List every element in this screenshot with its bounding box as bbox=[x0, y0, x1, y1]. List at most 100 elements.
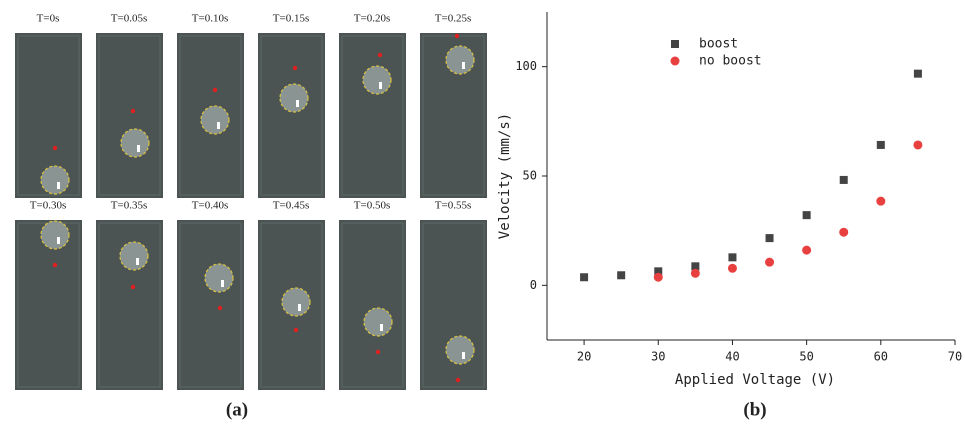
x-tick-label: 70 bbox=[948, 350, 962, 364]
droplet-glint bbox=[217, 122, 220, 129]
x-tick-label: 40 bbox=[725, 350, 739, 364]
point bbox=[691, 262, 700, 271]
point bbox=[802, 245, 812, 255]
point bbox=[653, 272, 663, 282]
frame-grid bbox=[260, 222, 323, 388]
point bbox=[617, 271, 626, 280]
frame-photo bbox=[339, 220, 406, 390]
droplet bbox=[119, 241, 149, 271]
droplet-glint bbox=[380, 324, 383, 331]
point bbox=[728, 253, 737, 262]
legend-marker bbox=[671, 40, 679, 48]
droplet bbox=[204, 263, 234, 293]
frame-grid bbox=[179, 35, 242, 196]
marker-dot bbox=[377, 52, 383, 58]
point bbox=[913, 140, 923, 150]
frame-grid bbox=[98, 35, 161, 196]
frame-label: T=0.35s bbox=[111, 200, 147, 212]
marker-dot bbox=[52, 262, 58, 268]
frame-grid bbox=[422, 222, 485, 388]
droplet-glint bbox=[462, 62, 465, 69]
frame-label: T=0.40s bbox=[192, 200, 228, 212]
point bbox=[839, 227, 849, 237]
frame-grid bbox=[98, 222, 161, 388]
droplet bbox=[120, 128, 150, 158]
frame-grid bbox=[260, 35, 323, 196]
point bbox=[654, 267, 663, 276]
panel-label: (b) bbox=[743, 399, 766, 420]
droplet-glint bbox=[462, 352, 465, 359]
y-axis-title: Velocity (mm/s) bbox=[497, 113, 513, 239]
photo-panel: T=0s T=0.05s T=0.10s T=0.15s T=0.20s T=0.25s T… bbox=[15, 13, 487, 390]
frame-photo bbox=[96, 33, 163, 198]
x-tick-label: 50 bbox=[799, 350, 813, 364]
marker-dot bbox=[293, 327, 299, 333]
y-tick-label: 0 bbox=[530, 278, 537, 292]
frame-label: T=0.25s bbox=[435, 13, 471, 25]
point bbox=[765, 234, 774, 243]
frame-photo bbox=[420, 220, 487, 390]
point bbox=[839, 175, 848, 184]
frame-label: T=0.30s bbox=[30, 200, 66, 212]
legend-label: boost bbox=[699, 37, 738, 52]
x-tick-label: 30 bbox=[651, 350, 665, 364]
droplet bbox=[279, 83, 309, 113]
droplet bbox=[445, 335, 475, 365]
frame-label: T=0.55s bbox=[435, 200, 471, 212]
droplet-glint bbox=[379, 82, 382, 89]
legend-label: no boost bbox=[699, 54, 762, 69]
droplet bbox=[363, 307, 393, 337]
marker-dot bbox=[454, 33, 460, 39]
droplet bbox=[200, 105, 230, 135]
point bbox=[802, 211, 811, 220]
frame-grid bbox=[17, 35, 80, 196]
frame-photo bbox=[15, 220, 82, 390]
point bbox=[876, 140, 885, 149]
frame-label: T=0.50s bbox=[354, 200, 390, 212]
droplet bbox=[40, 165, 70, 195]
droplet-glint bbox=[298, 304, 301, 311]
marker-dot bbox=[455, 377, 461, 383]
chart: 20 30 40 50 60 70 0 50 100 boost no boost bbox=[515, 12, 962, 364]
frame-label: T=0.10s bbox=[192, 13, 228, 25]
point bbox=[727, 263, 737, 273]
point bbox=[580, 273, 589, 282]
droplet-glint bbox=[221, 280, 224, 287]
marker-dot bbox=[292, 65, 298, 71]
marker-dot bbox=[130, 284, 136, 290]
frame-label: T=0.05s bbox=[111, 13, 147, 25]
frame-photo bbox=[177, 220, 244, 390]
frame-grid bbox=[341, 222, 404, 388]
x-axis-title: Applied Voltage (V) bbox=[675, 372, 835, 388]
marker-dot bbox=[375, 349, 381, 355]
y-tick-label: 50 bbox=[523, 169, 537, 183]
droplet-glint bbox=[57, 182, 60, 189]
point bbox=[690, 268, 700, 278]
x-tick-label: 60 bbox=[874, 350, 888, 364]
frame-grid bbox=[422, 35, 485, 196]
marker-dot bbox=[217, 305, 223, 311]
frame-photo bbox=[339, 33, 406, 198]
droplet-glint bbox=[137, 145, 140, 152]
droplet-glint bbox=[296, 100, 299, 107]
frame-grid bbox=[341, 35, 404, 196]
frame-label: T=0.15s bbox=[273, 13, 309, 25]
droplet bbox=[281, 287, 311, 317]
y-tick-label: 100 bbox=[515, 59, 537, 73]
marker-dot bbox=[130, 108, 136, 114]
frame-label: T=0s bbox=[37, 13, 60, 25]
marker-dot bbox=[52, 145, 58, 151]
droplet-glint bbox=[57, 237, 60, 244]
frame-grid bbox=[179, 222, 242, 388]
point bbox=[913, 69, 922, 78]
droplet bbox=[362, 65, 392, 95]
frame-photo bbox=[258, 33, 325, 198]
x-tick-label: 20 bbox=[577, 350, 591, 364]
panel-label: (a) bbox=[226, 399, 248, 420]
droplet bbox=[40, 220, 70, 250]
legend-marker bbox=[670, 56, 680, 66]
point bbox=[876, 196, 886, 206]
frame-label: T=0.20s bbox=[354, 13, 390, 25]
droplet bbox=[445, 45, 475, 75]
